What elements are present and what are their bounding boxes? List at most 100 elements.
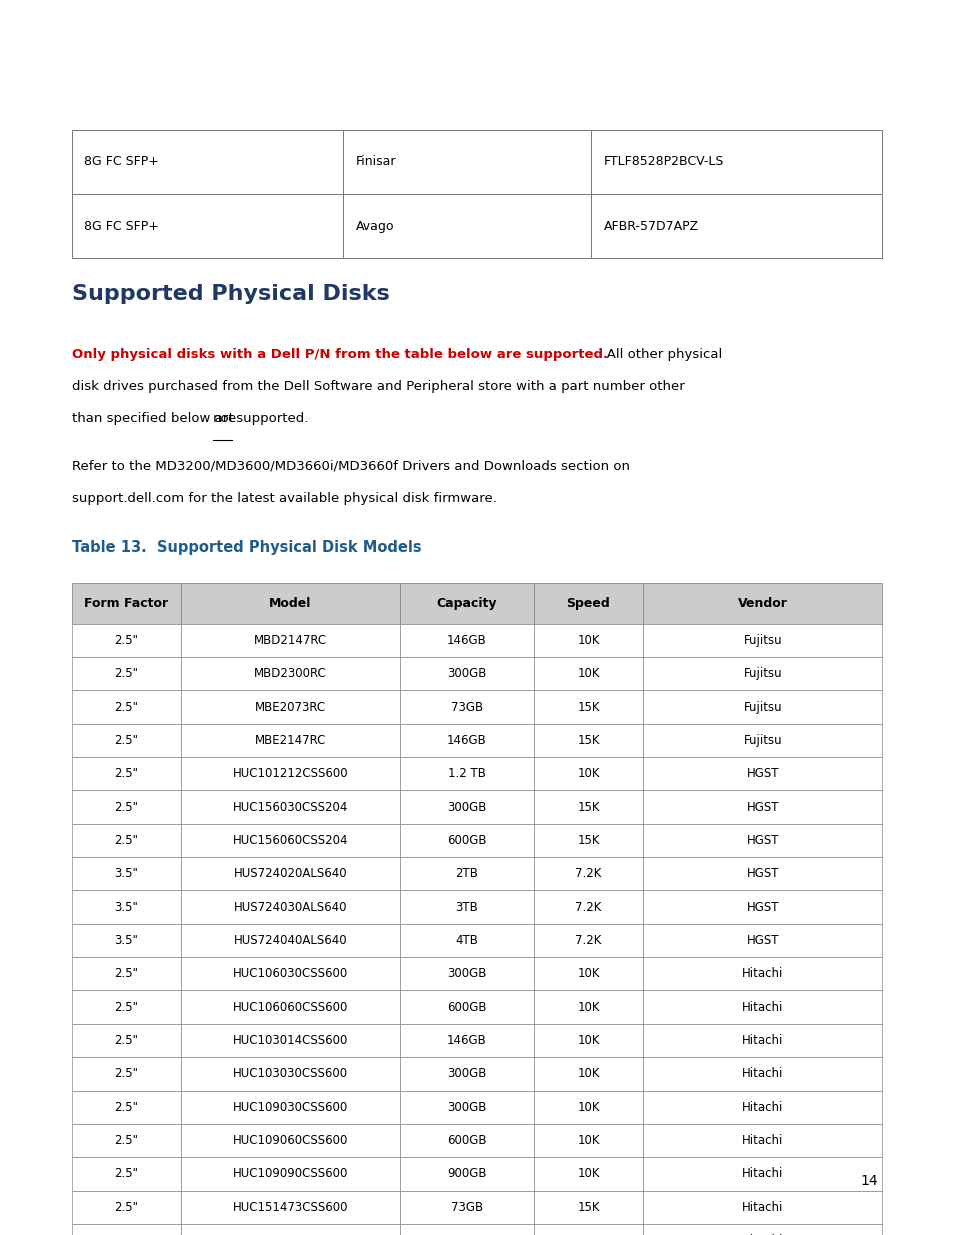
- Text: 10K: 10K: [577, 1000, 599, 1014]
- Text: 2.5": 2.5": [114, 967, 138, 981]
- Text: All other physical: All other physical: [594, 348, 721, 362]
- Text: 3.5": 3.5": [114, 900, 138, 914]
- Text: Hitachi: Hitachi: [741, 967, 782, 981]
- Text: disk drives purchased from the Dell Software and Peripheral store with a part nu: disk drives purchased from the Dell Soft…: [71, 380, 683, 394]
- Text: 300GB: 300GB: [447, 1067, 486, 1081]
- Text: Hitachi: Hitachi: [741, 1034, 782, 1047]
- Text: MBE2073RC: MBE2073RC: [254, 700, 326, 714]
- Text: HGST: HGST: [746, 900, 779, 914]
- Text: 3.5": 3.5": [114, 867, 138, 881]
- Text: 4TB: 4TB: [455, 934, 477, 947]
- Text: Vendor: Vendor: [737, 597, 787, 610]
- Text: 2.5": 2.5": [114, 734, 138, 747]
- Text: Refer to the MD3200/MD3600/MD3660i/MD3660f Drivers and Downloads section on: Refer to the MD3200/MD3600/MD3660i/MD366…: [71, 459, 629, 473]
- Text: 146GB: 146GB: [447, 634, 486, 647]
- Text: 2.5": 2.5": [114, 800, 138, 814]
- Text: 7.2K: 7.2K: [575, 867, 601, 881]
- Text: 1.2 TB: 1.2 TB: [448, 767, 485, 781]
- Text: Hitachi: Hitachi: [741, 1000, 782, 1014]
- Text: 10K: 10K: [577, 767, 599, 781]
- Text: 10K: 10K: [577, 1134, 599, 1147]
- Text: 15K: 15K: [577, 800, 599, 814]
- Text: 15K: 15K: [577, 1200, 599, 1214]
- Text: 2.5": 2.5": [114, 1000, 138, 1014]
- Text: 7.2K: 7.2K: [575, 934, 601, 947]
- Text: 10K: 10K: [577, 967, 599, 981]
- Text: 8G FC SFP+: 8G FC SFP+: [84, 220, 158, 232]
- Text: 300GB: 300GB: [447, 1100, 486, 1114]
- Text: 3TB: 3TB: [455, 900, 477, 914]
- Text: 10K: 10K: [577, 1034, 599, 1047]
- Text: Only physical disks with a Dell P/N from the table below are supported.: Only physical disks with a Dell P/N from…: [71, 348, 607, 362]
- Text: Finisar: Finisar: [355, 156, 395, 168]
- Text: MBD2300RC: MBD2300RC: [253, 667, 327, 680]
- Text: MBD2147RC: MBD2147RC: [253, 634, 327, 647]
- Text: 15K: 15K: [577, 834, 599, 847]
- Text: 73GB: 73GB: [451, 1200, 482, 1214]
- Text: HUC151473CSS600: HUC151473CSS600: [233, 1200, 348, 1214]
- Text: 3.5": 3.5": [114, 934, 138, 947]
- Text: Hitachi: Hitachi: [741, 1134, 782, 1147]
- Text: HUC101212CSS600: HUC101212CSS600: [233, 767, 348, 781]
- Text: HGST: HGST: [746, 767, 779, 781]
- Text: HGST: HGST: [746, 800, 779, 814]
- Text: HUC156030CSS204: HUC156030CSS204: [233, 800, 348, 814]
- Text: 600GB: 600GB: [447, 834, 486, 847]
- Text: 2.5": 2.5": [114, 1067, 138, 1081]
- Text: 900GB: 900GB: [447, 1167, 486, 1181]
- Text: 10K: 10K: [577, 1167, 599, 1181]
- Text: 73GB: 73GB: [451, 700, 482, 714]
- Text: Form Factor: Form Factor: [84, 597, 168, 610]
- Text: HGST: HGST: [746, 834, 779, 847]
- Text: Capacity: Capacity: [436, 597, 497, 610]
- Text: HUC109030CSS600: HUC109030CSS600: [233, 1100, 348, 1114]
- Text: Model: Model: [269, 597, 312, 610]
- Text: 600GB: 600GB: [447, 1000, 486, 1014]
- Text: HUS724020ALS640: HUS724020ALS640: [233, 867, 347, 881]
- Text: HUC103014CSS600: HUC103014CSS600: [233, 1034, 348, 1047]
- Text: Avago: Avago: [355, 220, 394, 232]
- Text: Fujitsu: Fujitsu: [742, 734, 781, 747]
- Text: supported.: supported.: [232, 412, 308, 426]
- Text: HUC156060CSS204: HUC156060CSS204: [233, 834, 348, 847]
- Text: 300GB: 300GB: [447, 800, 486, 814]
- Text: Hitachi: Hitachi: [741, 1167, 782, 1181]
- Text: 2.5": 2.5": [114, 834, 138, 847]
- Text: 2.5": 2.5": [114, 667, 138, 680]
- Text: Hitachi: Hitachi: [741, 1100, 782, 1114]
- Text: 10K: 10K: [577, 1100, 599, 1114]
- Text: FTLF8528P2BCV-LS: FTLF8528P2BCV-LS: [603, 156, 723, 168]
- Text: Supported Physical Disks: Supported Physical Disks: [71, 284, 389, 304]
- Text: Fujitsu: Fujitsu: [742, 634, 781, 647]
- Text: 2.5": 2.5": [114, 634, 138, 647]
- Text: MBE2147RC: MBE2147RC: [254, 734, 326, 747]
- Text: Fujitsu: Fujitsu: [742, 700, 781, 714]
- Text: 2.5": 2.5": [114, 1167, 138, 1181]
- Text: 2.5": 2.5": [114, 1134, 138, 1147]
- Text: 2.5": 2.5": [114, 700, 138, 714]
- Text: 2.5": 2.5": [114, 1034, 138, 1047]
- Text: HUC103030CSS600: HUC103030CSS600: [233, 1067, 348, 1081]
- Text: 300GB: 300GB: [447, 967, 486, 981]
- Text: HGST: HGST: [746, 867, 779, 881]
- Text: Hitachi: Hitachi: [741, 1067, 782, 1081]
- Text: 8G FC SFP+: 8G FC SFP+: [84, 156, 158, 168]
- Text: 146GB: 146GB: [447, 734, 486, 747]
- Text: 2TB: 2TB: [455, 867, 477, 881]
- Text: 15K: 15K: [577, 700, 599, 714]
- Text: 10K: 10K: [577, 667, 599, 680]
- Text: 146GB: 146GB: [447, 1034, 486, 1047]
- Text: 15K: 15K: [577, 734, 599, 747]
- Text: HUC106060CSS600: HUC106060CSS600: [233, 1000, 348, 1014]
- Text: Hitachi: Hitachi: [741, 1200, 782, 1214]
- Text: HUC106030CSS600: HUC106030CSS600: [233, 967, 348, 981]
- Text: HUS724030ALS640: HUS724030ALS640: [233, 900, 347, 914]
- Text: Speed: Speed: [566, 597, 610, 610]
- Text: support.dell.com for the latest available physical disk firmware.: support.dell.com for the latest availabl…: [71, 492, 496, 505]
- Text: HUC109060CSS600: HUC109060CSS600: [233, 1134, 348, 1147]
- Text: HGST: HGST: [746, 934, 779, 947]
- Text: 300GB: 300GB: [447, 667, 486, 680]
- Text: AFBR-57D7APZ: AFBR-57D7APZ: [603, 220, 699, 232]
- Text: 600GB: 600GB: [447, 1134, 486, 1147]
- Text: 2.5": 2.5": [114, 767, 138, 781]
